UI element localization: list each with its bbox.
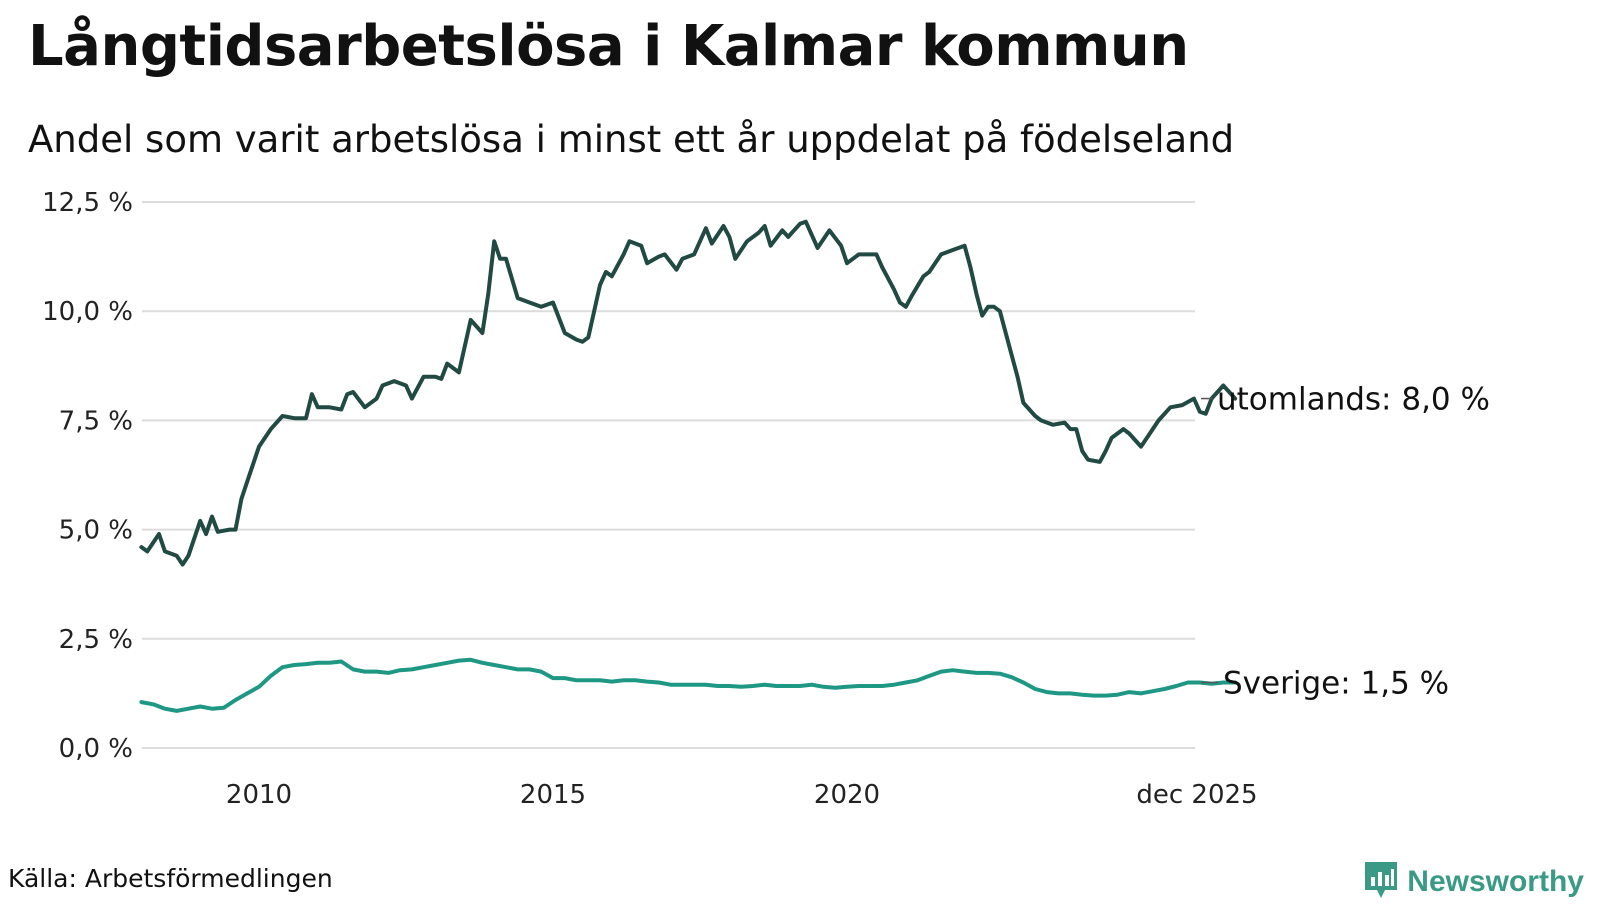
- x-axis-ticks: 2010 2015 2020 dec 2025: [226, 780, 1258, 810]
- x-tick-label: 2015: [520, 780, 586, 810]
- y-tick-label: 7,5 %: [59, 406, 133, 436]
- series-line-sverige: [139, 657, 1238, 713]
- series-end-labels: utomlands: 8,0 % Sverige: 1,5 %: [1201, 382, 1490, 701]
- y-tick-label: 2,5 %: [59, 625, 133, 655]
- brand-name: Newsworthy: [1407, 865, 1584, 898]
- x-tick-label: 2020: [814, 780, 880, 810]
- series-line-utomlands: [139, 219, 1238, 567]
- y-tick-label: 12,5 %: [42, 188, 133, 218]
- chart-title: Långtidsarbetslösa i Kalmar kommun: [28, 14, 1189, 79]
- newsworthy-logo-icon: [1363, 860, 1399, 904]
- x-tick-label: 2010: [226, 780, 292, 810]
- series-lines: [139, 219, 1238, 713]
- y-tick-label: 10,0 %: [42, 297, 133, 327]
- chart-subtitle: Andel som varit arbetslösa i minst ett å…: [28, 118, 1235, 161]
- y-tick-label: 0,0 %: [59, 734, 133, 764]
- y-axis-ticks: 0,0 % 2,5 % 5,0 % 7,5 % 10,0 % 12,5 %: [42, 188, 133, 764]
- series-label-utomlands: utomlands: 8,0 %: [1217, 382, 1490, 418]
- brand-logo[interactable]: Newsworthy: [1363, 860, 1584, 904]
- series-label-sverige: Sverige: 1,5 %: [1223, 665, 1449, 701]
- gridlines: [142, 201, 1195, 749]
- y-tick-label: 5,0 %: [59, 516, 133, 546]
- source-note: Källa: Arbetsförmedlingen: [8, 864, 333, 893]
- x-tick-label: dec 2025: [1136, 780, 1257, 810]
